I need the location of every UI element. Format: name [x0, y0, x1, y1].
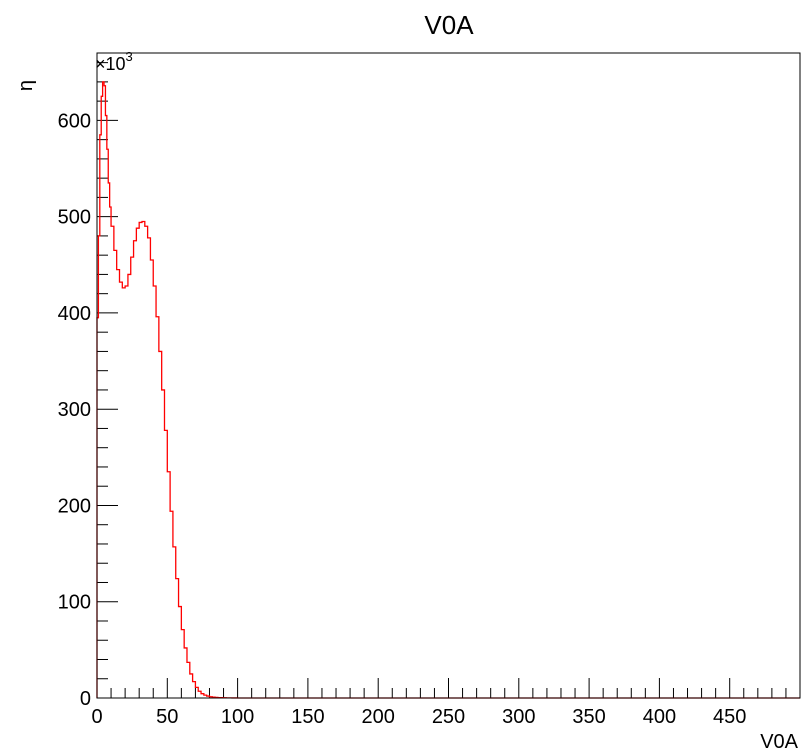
x-tick-label: 300: [502, 706, 535, 728]
chart-title: V0A: [424, 10, 474, 40]
x-tick-label: 400: [643, 706, 676, 728]
y-axis-multiplier: ×103: [95, 49, 133, 74]
x-tick-label: 100: [221, 706, 254, 728]
x-tick-label: 0: [91, 706, 102, 728]
x-tick-label: 450: [713, 706, 746, 728]
x-axis-label: V0A: [760, 731, 798, 753]
y-tick-label: 300: [58, 399, 91, 421]
x-tick-label: 150: [291, 706, 324, 728]
x-tick-label: 50: [156, 706, 178, 728]
y-axis-label: η: [15, 80, 37, 91]
x-tick-label: 200: [362, 706, 395, 728]
x-axis-ticks: 0 50 100 150 200 250 300 350 400 450: [91, 678, 801, 728]
y-tick-label: 500: [58, 207, 91, 229]
y-axis-multiplier-exponent: 3: [126, 49, 133, 64]
y-tick-label: 600: [58, 110, 91, 132]
x-tick-label: 250: [432, 706, 465, 728]
y-tick-label: 400: [58, 303, 91, 325]
y-tick-label: 200: [58, 495, 91, 517]
plot-frame: [96, 52, 801, 699]
y-tick-label: 0: [80, 688, 91, 710]
x-tick-label: 350: [572, 706, 605, 728]
y-axis-ticks: 0 100 200 300 400 500 600: [58, 62, 118, 710]
y-tick-label: 100: [58, 592, 91, 614]
y-axis-multiplier-base: ×10: [95, 54, 126, 74]
